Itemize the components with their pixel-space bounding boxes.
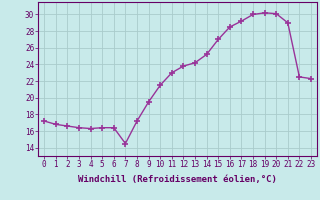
X-axis label: Windchill (Refroidissement éolien,°C): Windchill (Refroidissement éolien,°C) (78, 175, 277, 184)
